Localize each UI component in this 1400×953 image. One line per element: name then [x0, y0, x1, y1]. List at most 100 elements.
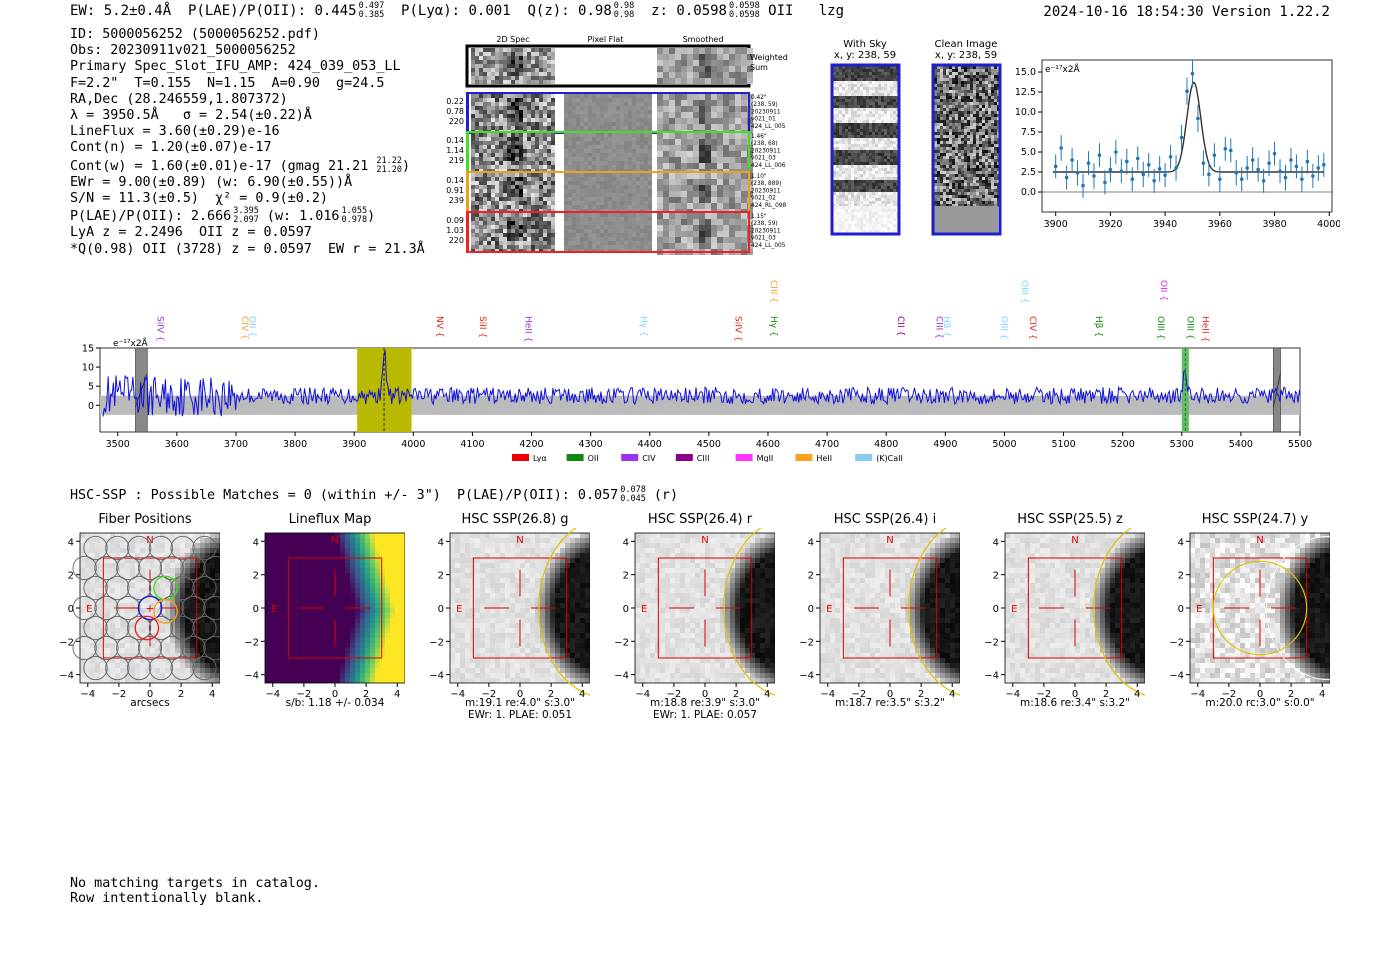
row-meta: v021_01: [751, 117, 776, 123]
header-timestamp-version: 2024-10-16 18:54:30 Version 1.22.2: [1043, 4, 1330, 20]
panel-ytick-label: 0: [808, 604, 814, 615]
fiber-center-marker: +: [145, 602, 154, 615]
panel-xtick-label: 2: [733, 689, 739, 698]
panel-ytick-label: 2: [993, 571, 999, 582]
row-color-tick: [466, 213, 469, 251]
row-flat-patch: [564, 133, 652, 173]
fiber-circle: [126, 535, 152, 561]
info-id: ID: 5000056252 (5000056252.pdf): [70, 27, 320, 42]
panel-xtick-label: 4: [764, 689, 770, 698]
row-2d-patch: [471, 94, 555, 134]
legend-label: HeII: [816, 454, 832, 462]
line-id-label: CIII {: [933, 316, 943, 339]
aperture-ellipse: [538, 528, 590, 696]
zoom-ytick-label: 0.0: [1021, 187, 1036, 198]
header-z: z: 0.0598: [651, 3, 727, 19]
legend-label: MgII: [757, 454, 774, 462]
panel-caption-line-2: EWr: 1. PLAE: 0.051: [467, 709, 573, 721]
row-meta: v021_02: [751, 196, 776, 202]
row-meta: 424_LL_005: [751, 124, 786, 130]
spectrum-xtick-label: 3900: [342, 439, 366, 450]
info-plae-w: (w: 1.016: [258, 209, 340, 225]
line-id-label: Hγ {: [638, 316, 648, 337]
spectrum-xtick-label: 5200: [1111, 439, 1135, 450]
fiber-circle: [170, 615, 195, 641]
row-weight: 0.14: [446, 176, 464, 185]
panel-xtick-label: 2: [1288, 689, 1294, 698]
legend-label: (K)CaII: [876, 454, 903, 462]
panel-title: HSC SSP(26.8) g: [461, 512, 569, 527]
fiber-circle: [203, 635, 220, 661]
zoom-ytick-label: 12.5: [1015, 87, 1036, 98]
zoom-ytick-label: 15.0: [1015, 67, 1036, 78]
line-id-label: SiII {: [477, 316, 487, 338]
line-id-label: OII {: [1158, 280, 1168, 301]
panel-ytick-label: 0: [253, 604, 259, 615]
spectrum-xtick-label: 4200: [519, 439, 543, 450]
footer-note: No matching targets in catalog. Row inte…: [70, 876, 320, 906]
fiber-circle: [192, 575, 217, 601]
panel-ytick-label: 4: [1178, 537, 1184, 548]
zoom-data-point: [1135, 156, 1140, 161]
cutout-panel: N E −4 −4 −2 −2 0 0 2 2 4 4: [614, 528, 775, 698]
fiber-circle: [159, 555, 184, 581]
panel-xtick-label: 0: [1072, 689, 1078, 698]
legend-swatch: [855, 454, 873, 461]
panel-caption: m:18.7 re:3.5" s:3.2": [805, 697, 975, 709]
row-flat-patch: [564, 94, 652, 134]
zoom-data-point: [1190, 71, 1195, 76]
cutout-panel: N E + −4 −4 −2 −2 0 0 2 2 4 4: [59, 532, 220, 698]
row-color-tick: [466, 173, 469, 211]
panel-red-box: [842, 557, 938, 659]
info-contw: Cont(w) = 1.60(±0.01)e-17 (gmag 21.21 21…: [70, 156, 425, 175]
panel-ytick-label: 0: [623, 604, 629, 615]
cutout-panel: N E −4 −4 −2 −2 0 0 2 2 4 4: [1169, 532, 1330, 698]
zoom-data-point: [1185, 89, 1189, 93]
panel-image: [1005, 533, 1145, 683]
fiber-circle: [137, 555, 163, 581]
row-meta: v021_03: [751, 156, 776, 162]
fiber-circle: [203, 555, 220, 581]
line-id-label: SiIV {: [733, 316, 743, 342]
info-lambda: λ = 3950.5Å σ = 2.54(±0.22)Å: [70, 108, 312, 124]
row-flat-patch: [564, 173, 652, 213]
zoom-xtick-label: 3960: [1208, 219, 1232, 230]
east-label: E: [826, 604, 832, 615]
zoom-data-point: [1108, 167, 1113, 172]
fiber-circle: [83, 535, 108, 561]
row-smooth-patch: [657, 173, 753, 215]
panel-title: HSC SSP(26.4) i: [833, 512, 937, 527]
zoom-data-point: [1250, 158, 1255, 162]
north-label: N: [701, 535, 708, 546]
panel-ytick-label: 0: [438, 604, 444, 615]
zoom-data-point: [1212, 153, 1217, 157]
row-weight: 239: [449, 196, 464, 205]
info-q: *Q(0.98) OII (3728) z = 0.0597 EW r = 21…: [70, 241, 425, 257]
line-id-label: SiIV {: [154, 316, 164, 342]
panel-ytick-label: −2: [984, 637, 999, 648]
zoom-data-point: [1146, 163, 1151, 167]
info-lya: LyA z = 2.2496 OII z = 0.0597: [70, 225, 312, 241]
panel-xtick-label: 0: [1257, 689, 1263, 698]
panel-red-box: [1027, 557, 1123, 659]
panel-xtick-label: 0: [517, 689, 523, 698]
weighted-sum-label: Weighted: [750, 53, 788, 62]
fiber-circle: [192, 655, 217, 681]
info-lineflux: LineFlux = 3.60(±0.29)e-16: [70, 124, 280, 140]
with-sky-image: [833, 66, 899, 236]
line-id-label: CIV {: [239, 316, 249, 340]
row-meta: 1.10": [751, 174, 767, 180]
panel-ytick-label: 2: [808, 571, 814, 582]
clean-image: [934, 66, 1000, 234]
zoom-data-point: [1283, 175, 1288, 180]
panel-ytick-label: −2: [614, 637, 629, 648]
zoom-ylabel: e⁻¹⁷x2Å: [1045, 63, 1081, 75]
row-meta: 20230911: [751, 148, 781, 154]
fiber-circle: [148, 575, 174, 601]
row-meta: (238, 889): [751, 181, 781, 187]
panel-ytick-label: −2: [244, 637, 259, 648]
panel-xtick-label: 4: [579, 689, 585, 698]
panel-image: [820, 533, 960, 683]
